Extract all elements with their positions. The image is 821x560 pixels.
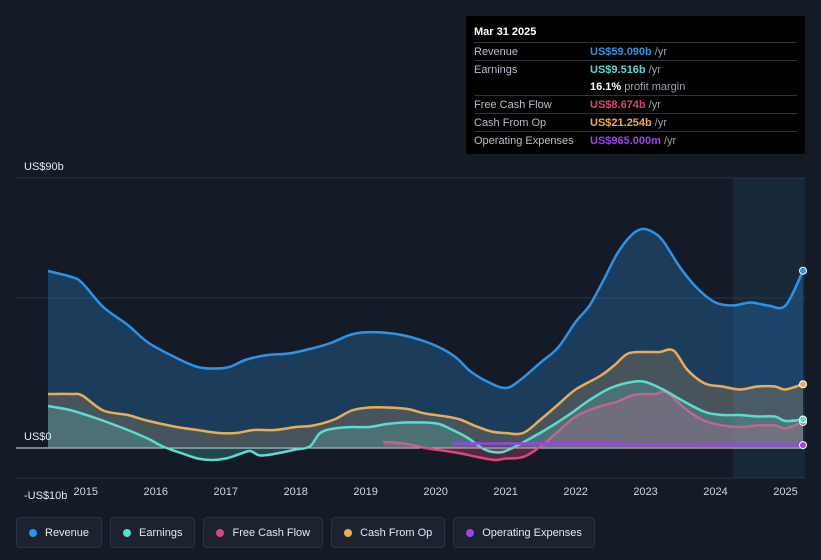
free-cash-flow-dot-icon xyxy=(216,528,225,537)
tooltip-label: Earnings xyxy=(474,63,518,76)
tooltip-label: Free Cash Flow xyxy=(474,98,552,111)
tooltip-panel: Mar 31 2025 Revenue US$59.090b /yr Earni… xyxy=(466,16,805,154)
x-tick-label: 2021 xyxy=(493,486,517,498)
operating-expenses-line xyxy=(453,442,804,447)
cash-from-op-area xyxy=(48,349,803,448)
tooltip-label: Cash From Op xyxy=(474,116,547,129)
earnings-end-point xyxy=(799,415,807,424)
legend-label: Free Cash Flow xyxy=(232,526,311,539)
series-revenue xyxy=(47,227,807,448)
tooltip-row-revenue: Revenue US$59.090b /yr xyxy=(474,42,797,60)
x-tick-label: 2025 xyxy=(773,486,797,498)
x-tick-label: 2015 xyxy=(74,486,98,498)
tooltip-unit: profit margin xyxy=(624,80,686,93)
y-tick-label: US$90b xyxy=(24,161,64,173)
series-operating-expenses xyxy=(453,441,807,450)
earnings-area xyxy=(48,381,803,460)
x-tick-label: 2016 xyxy=(144,486,168,498)
revenue-line xyxy=(47,227,805,390)
tooltip-row-profit-margin: 16.1% profit margin xyxy=(474,78,797,95)
revenue-end-point xyxy=(799,266,807,275)
legend-item-earnings[interactable]: Earnings xyxy=(110,517,196,548)
tooltip-date: Mar 31 2025 xyxy=(474,26,537,38)
x-tick-label: 2020 xyxy=(423,486,447,498)
cash-from-op-dot-icon xyxy=(344,528,353,537)
revenue-dot-icon xyxy=(29,528,37,537)
axes: US$90b US$0 -US$10b 2015 2016 2017 2018 2019 202… xyxy=(24,161,798,502)
series-cash-from-op xyxy=(47,348,807,448)
earnings-line xyxy=(47,379,804,462)
tooltip-row-earnings: Earnings US$9.516b /yr xyxy=(474,60,797,78)
tooltip-unit: /yr xyxy=(654,45,667,58)
x-tick-label: 2022 xyxy=(563,486,587,498)
tooltip-unit: /yr xyxy=(648,63,661,76)
tooltip-label: Revenue xyxy=(474,45,519,58)
cash-from-op-line xyxy=(47,348,804,436)
tooltip-value: US$59.090b xyxy=(590,45,652,58)
tooltip-unit: /yr xyxy=(663,134,677,147)
grid-lines xyxy=(16,177,805,479)
x-tick-label: 2017 xyxy=(213,486,237,498)
legend-label: Revenue xyxy=(45,526,90,539)
tooltip-row-free-cash-flow: Free Cash Flow US$8.674b /yr xyxy=(474,95,797,113)
legend-item-revenue[interactable]: Revenue xyxy=(16,517,103,548)
operating-expenses-dot-icon xyxy=(466,528,475,537)
tooltip-label: Operating Expenses xyxy=(474,134,574,147)
legend-item-free-cash-flow[interactable]: Free Cash Flow xyxy=(203,517,324,548)
free-cash-flow-area xyxy=(383,391,803,461)
legend: Revenue Earnings Free Cash Flow Cash Fro… xyxy=(16,517,595,548)
tooltip-unit: /yr xyxy=(654,116,667,129)
tooltip-value: US$965.000m xyxy=(590,134,661,147)
legend-label: Earnings xyxy=(139,526,183,539)
free-cash-flow-line xyxy=(383,390,804,462)
x-tick-label: 2019 xyxy=(353,486,377,498)
tooltip-row-operating-expenses: Operating Expenses US$965.000m /yr xyxy=(474,131,797,149)
operating-expenses-end-point xyxy=(799,441,807,450)
series-earnings xyxy=(47,379,807,462)
legend-item-cash-from-op[interactable]: Cash From Op xyxy=(331,517,446,548)
y-tick-label: -US$10b xyxy=(24,490,67,502)
highlight-band xyxy=(733,178,805,478)
cash-from-op-end-point xyxy=(799,380,807,389)
tooltip-value: US$9.516b xyxy=(590,63,646,76)
earnings-dot-icon xyxy=(123,528,132,537)
x-tick-label: 2018 xyxy=(283,486,307,498)
x-tick-label: 2024 xyxy=(703,486,727,498)
tooltip-unit: /yr xyxy=(648,98,661,111)
x-tick-label: 2023 xyxy=(633,486,657,498)
tooltip-value: 16.1% xyxy=(590,80,622,93)
series-layer xyxy=(47,227,807,462)
legend-item-operating-expenses[interactable]: Operating Expenses xyxy=(453,517,595,548)
revenue-area xyxy=(48,228,803,448)
financial-chart: US$90b US$0 -US$10b 2015 2016 2017 2018 2019 202… xyxy=(16,161,807,502)
y-tick-label: US$0 xyxy=(24,431,52,443)
legend-label: Cash From Op xyxy=(360,526,433,539)
tooltip-row-cash-from-op: Cash From Op US$21.254b /yr xyxy=(474,113,797,131)
tooltip-value: US$8.674b xyxy=(590,98,646,111)
legend-label: Operating Expenses xyxy=(482,526,582,539)
tooltip-value: US$21.254b xyxy=(590,116,652,129)
